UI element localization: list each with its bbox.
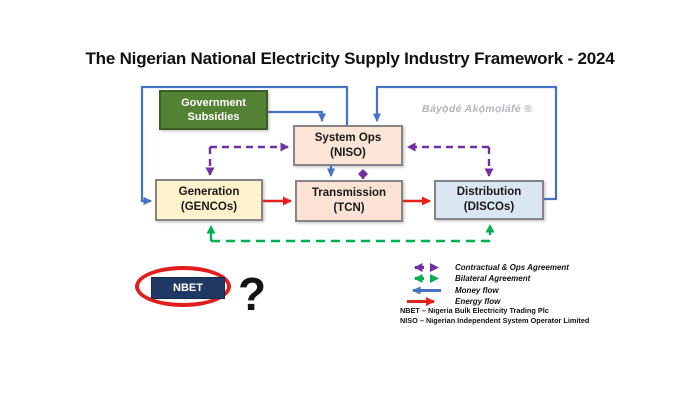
legend-item-contractual: Contractual & Ops Agreement [403, 262, 569, 273]
nbet-highlight-ellipse [135, 266, 231, 307]
diagram-title: The Nigerian National Electricity Supply… [85, 49, 615, 68]
node-distribution-discos: Distribution (DISCOs) [434, 180, 544, 220]
node-label-line1: Transmission [311, 187, 387, 200]
node-label-line1: NBET [173, 281, 203, 294]
energy-flow-arrow-icon [407, 297, 435, 307]
bilateral-agreement-arrows [206, 224, 495, 243]
legend-item-money-flow: Money flow [403, 285, 569, 296]
legend: Contractual & Ops Agreement Bilateral Ag… [403, 262, 569, 307]
node-label-line1: System Ops [314, 131, 382, 144]
footnote-niso: NISO – Nigerian Independent System Opera… [400, 315, 590, 325]
node-system-ops-niso: System Ops (NISO) [293, 125, 403, 166]
money-flow-arrow-icon [412, 286, 441, 295]
watermark-text: Báyọ̀dé Akọ́mọláfé ® [422, 103, 533, 115]
node-label-line2: (GENCOs) [180, 201, 238, 213]
node-transmission-tcn: Transmission (TCN) [295, 180, 403, 222]
bilateral-arrow-icon [414, 274, 439, 284]
node-label-line1: Generation [178, 186, 240, 199]
node-label-line2: (NISO) [330, 146, 366, 159]
legend-label: Energy flow [455, 297, 501, 307]
legend-label: Bilateral Agreement [455, 274, 531, 284]
footnote-nbet: NBET – Nigeria Bulk Electricity Trading … [400, 306, 549, 315]
node-label-line1: Government [181, 96, 246, 109]
node-label-line2: (DISCOs) [463, 201, 515, 213]
footnotes: NBET – Nigeria Bulk Electricity Trading … [400, 306, 589, 325]
question-mark: ? [238, 268, 267, 320]
node-label-line2: (TCN) [333, 202, 365, 214]
node-nbet: NBET [151, 277, 225, 299]
node-label-line2: Subsidies [187, 111, 240, 123]
node-generation-gencos: Generation (GENCOs) [155, 179, 263, 221]
node-government-subsidies: Government Subsidies [159, 90, 268, 130]
node-label-line1: Distribution [456, 186, 522, 199]
contractual-arrow-icon [414, 263, 439, 273]
legend-item-bilateral: Bilateral Agreement [403, 273, 569, 284]
legend-item-energy-flow: Energy flow [403, 296, 569, 307]
legend-label: Contractual & Ops Agreement [455, 263, 569, 273]
legend-label: Money flow [455, 285, 499, 295]
